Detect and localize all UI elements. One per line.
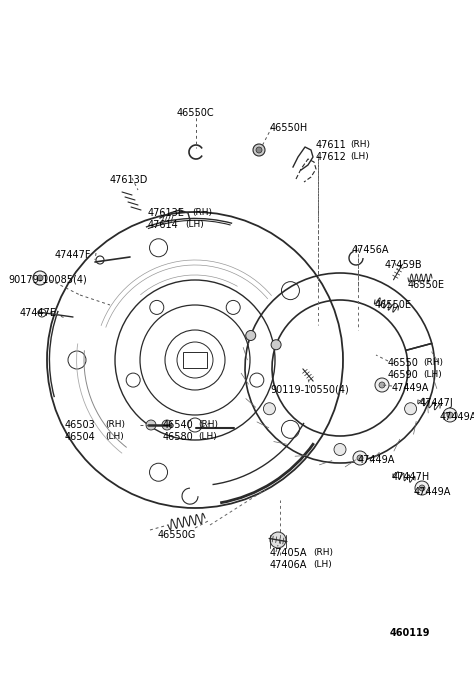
Text: 46590: 46590 bbox=[388, 370, 419, 380]
Text: (LH): (LH) bbox=[350, 152, 369, 161]
Circle shape bbox=[162, 420, 172, 430]
Text: 47405A: 47405A bbox=[270, 548, 308, 558]
Circle shape bbox=[256, 147, 262, 153]
Text: (LH): (LH) bbox=[185, 220, 204, 229]
Text: 47456A: 47456A bbox=[352, 245, 390, 255]
Text: 47611: 47611 bbox=[316, 140, 347, 150]
Circle shape bbox=[270, 532, 286, 548]
Text: (LH): (LH) bbox=[313, 560, 332, 569]
Circle shape bbox=[271, 340, 281, 350]
Circle shape bbox=[33, 271, 47, 285]
Text: (RH): (RH) bbox=[423, 358, 443, 367]
Text: 47613E: 47613E bbox=[148, 208, 185, 218]
Text: (RH): (RH) bbox=[198, 420, 218, 429]
Text: (RH): (RH) bbox=[350, 140, 370, 149]
Circle shape bbox=[447, 412, 453, 418]
Circle shape bbox=[419, 485, 425, 491]
Circle shape bbox=[37, 275, 43, 281]
Circle shape bbox=[334, 444, 346, 455]
Text: 47447F: 47447F bbox=[55, 250, 91, 260]
Text: 47612: 47612 bbox=[316, 152, 347, 162]
Text: 46540: 46540 bbox=[163, 420, 194, 430]
Text: 47449A: 47449A bbox=[414, 487, 451, 497]
Text: 47447E: 47447E bbox=[20, 308, 57, 318]
Text: 90179-10085(4): 90179-10085(4) bbox=[8, 275, 87, 285]
Circle shape bbox=[375, 378, 389, 392]
Circle shape bbox=[253, 144, 265, 156]
Text: (RH): (RH) bbox=[192, 208, 212, 217]
Text: 47613D: 47613D bbox=[110, 175, 148, 185]
Text: (LH): (LH) bbox=[198, 432, 217, 441]
Circle shape bbox=[246, 330, 256, 341]
Text: 46504: 46504 bbox=[65, 432, 96, 442]
Text: 46550E: 46550E bbox=[408, 280, 445, 290]
Text: 46550G: 46550G bbox=[158, 530, 196, 540]
Circle shape bbox=[146, 420, 156, 430]
Text: 90119-10550(4): 90119-10550(4) bbox=[270, 385, 349, 395]
Text: (RH): (RH) bbox=[313, 548, 333, 557]
Text: 47459B: 47459B bbox=[385, 260, 423, 270]
Circle shape bbox=[357, 455, 363, 461]
Text: 46550C: 46550C bbox=[176, 108, 214, 118]
Text: 47447J: 47447J bbox=[420, 398, 454, 408]
Text: 47447H: 47447H bbox=[392, 472, 430, 482]
Text: (RH): (RH) bbox=[105, 420, 125, 429]
Text: 47406A: 47406A bbox=[270, 560, 307, 570]
Text: 46503: 46503 bbox=[65, 420, 96, 430]
Circle shape bbox=[379, 382, 385, 388]
Circle shape bbox=[264, 402, 275, 415]
Text: 46550: 46550 bbox=[388, 358, 419, 368]
Bar bbox=[183, 352, 207, 368]
Text: (LH): (LH) bbox=[423, 370, 442, 379]
Text: 47449A: 47449A bbox=[440, 412, 474, 422]
Text: 47614: 47614 bbox=[148, 220, 179, 230]
Circle shape bbox=[415, 481, 429, 495]
Text: 47449A: 47449A bbox=[392, 383, 429, 393]
Circle shape bbox=[443, 408, 457, 422]
Circle shape bbox=[405, 402, 417, 415]
Text: 47449A: 47449A bbox=[358, 455, 395, 465]
Circle shape bbox=[353, 451, 367, 465]
Text: 46550H: 46550H bbox=[270, 123, 308, 133]
Text: 46550E: 46550E bbox=[375, 300, 412, 310]
Text: 460119: 460119 bbox=[390, 628, 430, 638]
Text: 46580: 46580 bbox=[163, 432, 194, 442]
Text: (LH): (LH) bbox=[105, 432, 124, 441]
